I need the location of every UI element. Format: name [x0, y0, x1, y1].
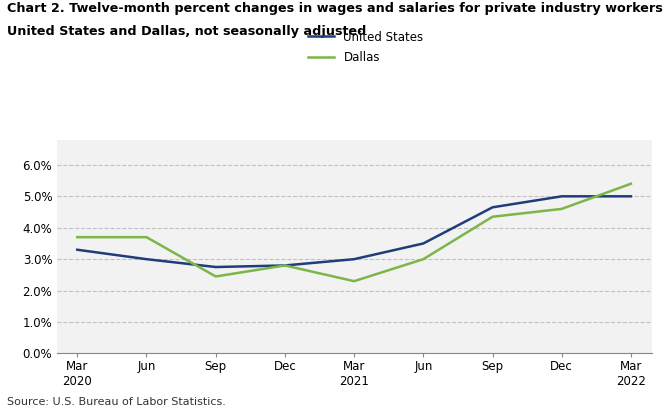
United States — [350, 257, 358, 262]
Dallas — [211, 274, 219, 279]
Text: United States and Dallas, not seasonally adjusted: United States and Dallas, not seasonally… — [7, 25, 366, 38]
United States — [73, 247, 81, 252]
Text: Source: U.S. Bureau of Labor Statistics.: Source: U.S. Bureau of Labor Statistics. — [7, 397, 225, 407]
Line: Dallas: Dallas — [77, 184, 631, 281]
Text: Chart 2. Twelve-month percent changes in wages and salaries for private industry: Chart 2. Twelve-month percent changes in… — [7, 2, 665, 15]
United States — [420, 241, 428, 246]
Dallas — [420, 257, 428, 262]
Dallas — [558, 206, 566, 211]
Dallas — [489, 214, 497, 219]
Dallas — [73, 235, 81, 240]
United States — [627, 194, 635, 199]
Dallas — [142, 235, 150, 240]
United States — [281, 263, 289, 268]
United States — [558, 194, 566, 199]
Legend: United States, Dallas: United States, Dallas — [308, 30, 424, 64]
United States — [489, 205, 497, 210]
Dallas — [350, 279, 358, 284]
Dallas — [627, 181, 635, 186]
United States — [142, 257, 150, 262]
United States — [211, 265, 219, 270]
Line: United States: United States — [77, 196, 631, 267]
Dallas — [281, 263, 289, 268]
